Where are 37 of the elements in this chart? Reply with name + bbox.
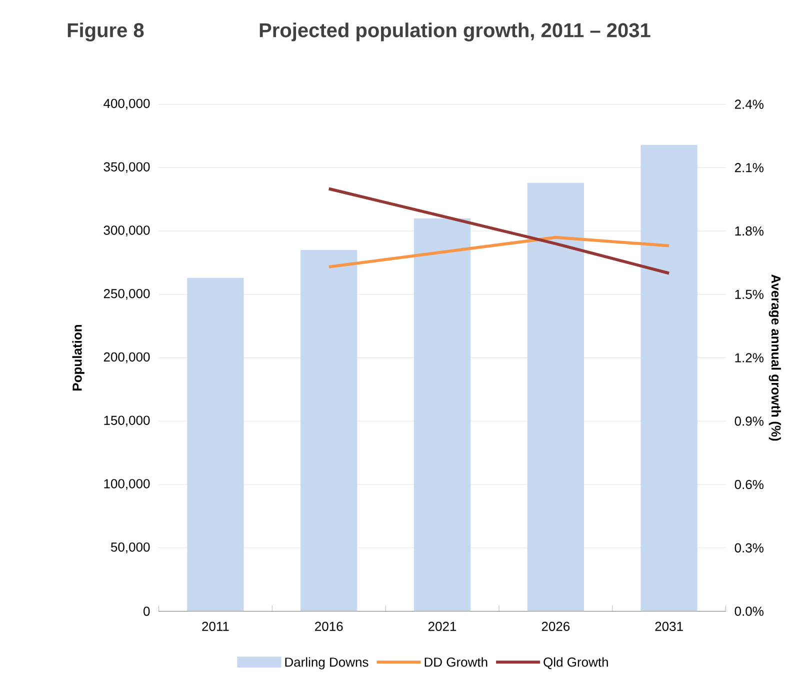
bar [640, 144, 698, 612]
y2-tick-label: 2.4% [734, 100, 764, 109]
bar [187, 278, 244, 612]
y-tick-label: 400,000 [104, 98, 150, 110]
y2-axis-title: Average annual growth (%) [768, 274, 781, 441]
line-series [327, 187, 671, 275]
x-tick-label: 2016 [315, 622, 343, 631]
y2-tick-label: 0.6% [734, 480, 764, 490]
x-tick-label: 2021 [428, 622, 456, 631]
line-series [327, 236, 671, 268]
y2-tick-label: 0.3% [734, 543, 764, 552]
y2-tick-label: 0.9% [734, 416, 764, 426]
chart-title: Projected population growth, 2011 – 2031 [260, 22, 650, 42]
legend-label: Darling Downs [285, 657, 368, 670]
legend-label: DD Growth [424, 657, 488, 667]
y2-tick-label: 1.8% [735, 226, 764, 236]
x-tick-label: 2026 [542, 622, 570, 631]
caption: Figure 8 [68, 22, 144, 42]
y2-tick-label: 0.0% [734, 606, 764, 616]
bar [414, 218, 471, 612]
x-tick-label: 2031 [655, 622, 683, 631]
y-tick-label: 250,000 [104, 289, 150, 300]
y-tick-label: 150,000 [104, 416, 150, 426]
legend-label: Qld Growth [544, 657, 608, 670]
x-tick-label: 2011 [202, 622, 229, 631]
y-tick-label: 200,000 [104, 352, 150, 364]
y-tick-label: 50,000 [110, 542, 150, 554]
y2-tick-label: 1.2% [735, 353, 764, 362]
y2-tick-label: 2.1% [734, 163, 764, 172]
y-tick-label: 350,000 [104, 162, 150, 173]
y-axis-title: Population [72, 324, 84, 390]
y-tick-label: 300,000 [104, 226, 150, 236]
y-tick-label: 0 [144, 606, 150, 616]
y-tick-label: 100,000 [104, 479, 150, 490]
bar [527, 182, 584, 612]
y2-tick-label: 1.5% [735, 290, 764, 299]
bar [300, 250, 358, 612]
